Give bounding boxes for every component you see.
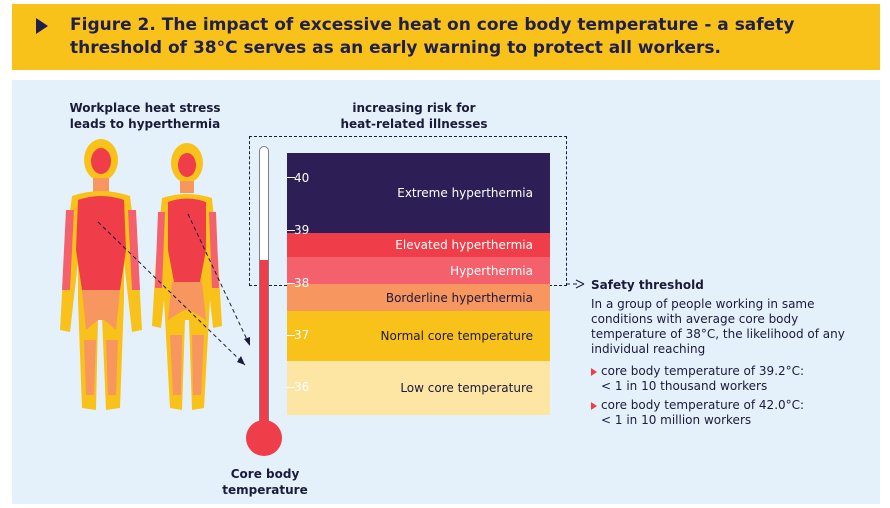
figure-header: Figure 2. The impact of excessive heat o… <box>12 4 880 70</box>
tick-label-36: 36 <box>294 380 310 394</box>
heat-stress-line-2: leads to hyperthermia <box>69 117 221 131</box>
tick-label-40: 40 <box>294 171 310 185</box>
core-body-temperature-label: Core body temperature <box>190 466 340 498</box>
bullet-triangle-icon <box>591 368 597 376</box>
risk-label: increasing risk for heat-related illness… <box>329 100 499 132</box>
tick-label-37: 37 <box>294 328 310 342</box>
tick-mark-40 <box>287 177 295 178</box>
bullet-2-line-1: core body temperature of 42.0°C: <box>601 398 805 412</box>
threshold-arrow-icon <box>575 279 585 289</box>
safety-bullet-2: core body temperature of 42.0°C: < 1 in … <box>591 398 881 428</box>
bullet-triangle-icon <box>591 402 597 410</box>
zone-hyperthermia: Hyperthermia <box>287 257 550 284</box>
heat-stress-line-1: Workplace heat stress <box>69 101 221 115</box>
human-body-female-icon <box>152 143 222 410</box>
tick-label-39: 39 <box>294 223 310 237</box>
tick-mark-36 <box>287 387 295 388</box>
risk-line-1: increasing risk for <box>352 101 476 115</box>
arrow-head-icon <box>237 356 245 365</box>
zone-normal-core-temperature: Normal core temperature <box>287 311 550 361</box>
safety-bullet-1: core body temperature of 39.2°C: < 1 in … <box>591 364 881 394</box>
risk-line-2: heat-related illnesses <box>340 117 488 131</box>
tick-mark-37 <box>287 335 295 336</box>
tick-label-38: 38 <box>294 276 310 290</box>
thermometer-label-line-1: Core body <box>230 467 300 481</box>
tick-mark-39 <box>287 230 295 231</box>
heat-stress-label: Workplace heat stress leads to hyperther… <box>60 100 230 132</box>
dashed-arrow-icon <box>97 213 578 366</box>
figure-title: Figure 2. The impact of excessive heat o… <box>70 15 795 58</box>
tick-mark-38 <box>287 283 295 284</box>
bullet-1-line-1: core body temperature of 39.2°C: <box>601 364 805 378</box>
bullet-2-line-2: < 1 in 10 million workers <box>601 413 752 427</box>
zone-elevated-hyperthermia: Elevated hyperthermia <box>287 233 550 257</box>
thermometer-mercury <box>260 260 268 436</box>
zone-extreme-hyperthermia: Extreme hyperthermia <box>287 153 550 233</box>
arrow-head-icon <box>244 337 250 346</box>
bullet-1-line-2: < 1 in 10 thousand workers <box>601 379 768 393</box>
zone-borderline-hyperthermia: Borderline hyperthermia <box>287 284 550 311</box>
safety-threshold-description: In a group of people working in same con… <box>591 297 845 356</box>
play-triangle-icon <box>36 18 48 34</box>
safety-threshold-title: Safety threshold <box>591 278 704 292</box>
thermometer-bulb <box>246 420 282 456</box>
thermometer-label-line-2: temperature <box>222 483 308 497</box>
zone-low-core-temperature: Low core temperature <box>287 361 550 415</box>
human-body-male-icon <box>60 139 142 410</box>
